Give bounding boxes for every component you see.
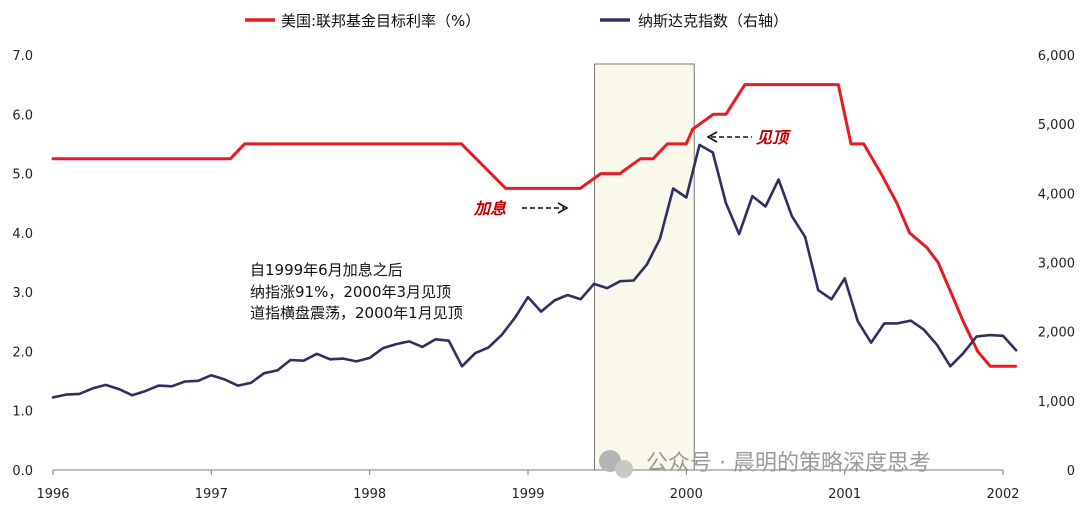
y-left-tick-label-6.0: 6.0 <box>12 108 33 123</box>
series-line-nasdaq <box>51 143 1018 399</box>
watermark-text: 公众号 · 晨明的策略深度思考 <box>646 451 931 476</box>
annotation-peak-label: 见顶 <box>756 128 791 147</box>
annotation-note-line-3: 道指横盘震荡，2000年1月见顶 <box>250 304 463 322</box>
watermark: 公众号 · 晨明的策略深度思考 <box>599 450 931 478</box>
y-left-tick-label-5.0: 5.0 <box>12 168 33 183</box>
y-right-tick-label-6,000: 6,000 <box>1038 49 1075 64</box>
y-left-tick-label-4.0: 4.0 <box>12 227 33 242</box>
annotation-hike-arrowhead <box>557 202 569 214</box>
legend: 美国:联邦基金目标利率（%） 纳斯达克指数（右轴） <box>245 12 788 30</box>
x-tick-label-2001: 2001 <box>828 487 861 502</box>
annotation-peak-arrowhead <box>706 131 718 143</box>
annotation-hike-label: 加息 <box>473 199 507 218</box>
y-left-tick-label-3.0: 3.0 <box>12 286 33 301</box>
x-tick-label-1998: 1998 <box>353 487 386 502</box>
y-right-tick-label-5,000: 5,000 <box>1038 118 1075 133</box>
x-tick-label-1996: 1996 <box>36 487 69 502</box>
y-right-tick-label-2,000: 2,000 <box>1038 326 1075 341</box>
series-layer <box>51 83 1018 399</box>
series-line-fed-rate <box>51 83 1018 368</box>
legend-label-nasdaq: 纳斯达克指数（右轴） <box>638 12 788 30</box>
annotation-note-line-2: 纳指涨91%，2000年3月见顶 <box>250 283 451 301</box>
y-left-tick-label-7.0: 7.0 <box>12 49 33 64</box>
y-right-tick-label-1,000: 1,000 <box>1038 395 1075 410</box>
wechat-icon-bubble-small <box>615 460 633 478</box>
y-left-tick-label-1.0: 1.0 <box>12 405 33 420</box>
x-tick-label-1999: 1999 <box>511 487 544 502</box>
legend-label-fed-rate: 美国:联邦基金目标利率（%） <box>281 12 480 30</box>
annotation-note-line-1: 自1999年6月加息之后 <box>250 261 403 279</box>
x-tick-label-1997: 1997 <box>195 487 228 502</box>
annotation-layer: 自1999年6月加息之后 纳指涨91%，2000年3月见顶 道指横盘震荡，200… <box>250 128 791 322</box>
x-tick-label-2002: 2002 <box>986 487 1019 502</box>
y-left-tick-label-2.0: 2.0 <box>12 345 33 360</box>
y-right-tick-label-4,000: 4,000 <box>1038 187 1075 202</box>
y-right-tick-label-3,000: 3,000 <box>1038 257 1075 272</box>
x-tick-label-2000: 2000 <box>670 487 703 502</box>
y-right-tick-label-0: 0 <box>1067 464 1075 479</box>
axes-layer: 1996 1997 1998 1999 2000 2001 2002 0.0 1.0 2.0 3.0… <box>12 49 1075 502</box>
y-left-tick-label-0.0: 0.0 <box>12 464 33 479</box>
